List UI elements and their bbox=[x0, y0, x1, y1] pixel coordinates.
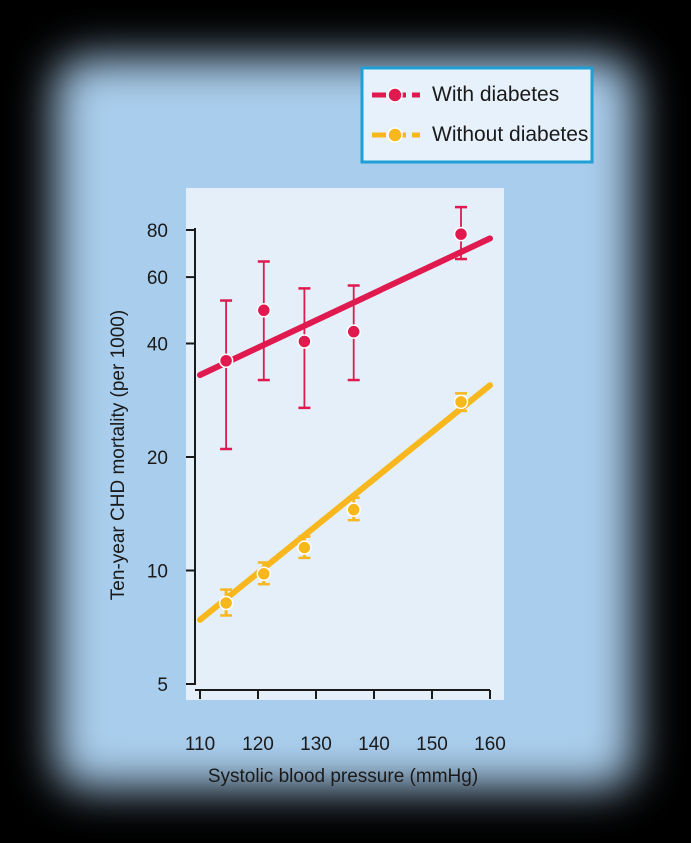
data-point bbox=[297, 535, 312, 560]
data-point bbox=[256, 561, 272, 586]
data-point bbox=[453, 392, 469, 413]
data-point bbox=[256, 260, 272, 382]
point-marker bbox=[297, 540, 312, 555]
x-tick-label: 130 bbox=[300, 734, 332, 755]
data-point bbox=[218, 588, 234, 617]
x-tick-label: 120 bbox=[242, 734, 274, 755]
legend: With diabetes Without diabetes bbox=[360, 66, 594, 164]
y-ticks: 5 10 20 40 60 80 bbox=[147, 221, 195, 696]
legend-label: With diabetes bbox=[432, 83, 559, 106]
legend-swatch-dot bbox=[387, 87, 403, 103]
data-point bbox=[218, 299, 234, 451]
data-points bbox=[218, 205, 469, 617]
point-marker bbox=[346, 324, 361, 339]
trend-line bbox=[197, 382, 493, 623]
y-tick-label: 40 bbox=[147, 335, 168, 356]
x-tick-label: 160 bbox=[474, 734, 506, 755]
y-tick-label: 80 bbox=[147, 221, 168, 242]
y-tick-label: 10 bbox=[147, 562, 168, 583]
y-tick-label: 60 bbox=[147, 268, 168, 289]
x-tick-label: 110 bbox=[185, 734, 215, 755]
point-marker bbox=[346, 502, 361, 517]
legend-box bbox=[360, 66, 594, 164]
data-point bbox=[346, 284, 361, 382]
x-tick-label: 150 bbox=[416, 734, 448, 755]
point-marker bbox=[453, 394, 469, 410]
y-tick-label: 5 bbox=[157, 675, 168, 696]
legend-swatch-dot bbox=[387, 127, 403, 143]
point-marker bbox=[453, 226, 469, 242]
x-axis-title: Systolic blood pressure (mmHg) bbox=[208, 766, 478, 787]
data-point bbox=[297, 287, 312, 410]
point-marker bbox=[256, 566, 272, 582]
point-marker bbox=[297, 334, 312, 349]
data-point bbox=[346, 496, 361, 522]
plot-area-background bbox=[186, 188, 504, 700]
y-tick-label: 20 bbox=[147, 448, 168, 469]
point-marker bbox=[218, 353, 234, 369]
point-marker bbox=[218, 595, 234, 611]
x-ticks: 110 120 130 140 150 160 bbox=[185, 690, 506, 755]
axes: 5 10 20 40 60 80 110 120 130 140 150 160 Systolic … bbox=[108, 221, 506, 787]
y-axis-title: Ten-year CHD mortality (per 1000) bbox=[108, 310, 129, 600]
trend-lines bbox=[197, 235, 493, 623]
legend-label: Without diabetes bbox=[432, 123, 588, 146]
trend-line bbox=[197, 235, 493, 379]
legend-item-without-diabetes: Without diabetes bbox=[372, 123, 588, 146]
x-tick-label: 140 bbox=[358, 734, 390, 755]
data-point bbox=[453, 205, 469, 261]
point-marker bbox=[256, 303, 272, 318]
legend-item-with-diabetes: With diabetes bbox=[372, 83, 559, 106]
